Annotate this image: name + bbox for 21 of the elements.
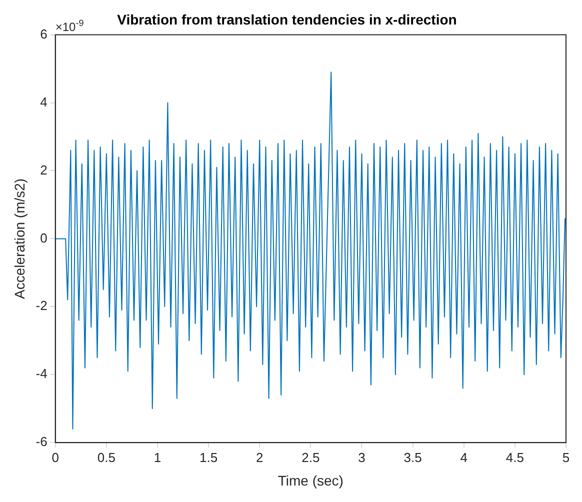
x-tick-label: 3 [358, 450, 366, 465]
y-axis-title: Acceleration (m/s2) [11, 178, 28, 299]
x-tick-label: 1.5 [200, 450, 218, 465]
chart-title: Vibration from translation tendencies in x-direction [117, 11, 457, 28]
y-tick-label: -4 [36, 366, 48, 382]
x-tick-label: 2 [256, 450, 264, 465]
y-tick-label: 6 [40, 26, 48, 42]
y-tick-label: -2 [36, 298, 48, 314]
x-tick-label: 0 [52, 450, 59, 465]
x-tick-label: 4.5 [506, 450, 524, 465]
x-tick-label: 1 [154, 450, 162, 465]
x-tick-label: 0.5 [97, 450, 116, 465]
y-tick-label: 0 [40, 230, 48, 246]
y-tick-label: 4 [40, 94, 48, 110]
x-tick-label: 3.5 [404, 450, 422, 465]
x-tick-label: 5 [562, 450, 570, 465]
x-tick-label: 4 [460, 450, 468, 465]
y-tick-label: -6 [36, 434, 48, 450]
x-tick-label: 2.5 [302, 450, 320, 465]
y-tick-label: 2 [40, 162, 48, 178]
x-axis-title: Time (sec) [278, 472, 344, 488]
